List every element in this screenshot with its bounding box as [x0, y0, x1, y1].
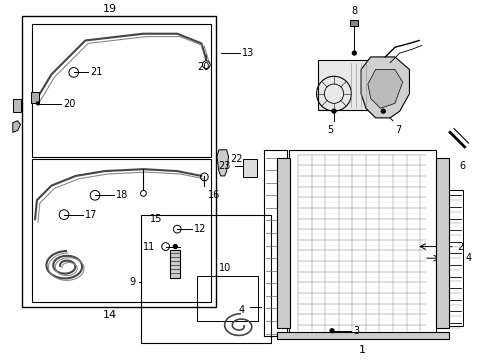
- Text: 4: 4: [238, 305, 244, 315]
- Bar: [170, 251, 180, 278]
- Text: 20: 20: [63, 99, 75, 109]
- Bar: [350, 20, 357, 26]
- Text: 19: 19: [102, 4, 116, 14]
- Text: 16: 16: [208, 190, 220, 200]
- Text: 21: 21: [90, 67, 102, 77]
- Text: 6: 6: [459, 161, 465, 171]
- Bar: [13, 99, 20, 112]
- Circle shape: [329, 329, 333, 333]
- Bar: [276, 158, 290, 328]
- Bar: [32, 24, 211, 157]
- Bar: [317, 60, 370, 110]
- Bar: [288, 150, 435, 336]
- Text: 3: 3: [353, 326, 359, 336]
- Bar: [32, 159, 211, 302]
- Text: 15: 15: [150, 215, 162, 225]
- Circle shape: [173, 245, 177, 248]
- Polygon shape: [13, 121, 20, 132]
- Bar: [31, 92, 39, 103]
- Text: 7: 7: [394, 125, 400, 135]
- Circle shape: [352, 51, 356, 55]
- Text: 17: 17: [85, 210, 98, 220]
- Bar: [243, 159, 256, 177]
- Text: 8: 8: [350, 6, 357, 16]
- Text: 13: 13: [242, 48, 254, 58]
- Polygon shape: [360, 57, 408, 118]
- Text: 5: 5: [326, 125, 332, 135]
- Text: 1: 1: [358, 345, 365, 355]
- Circle shape: [37, 102, 40, 105]
- Bar: [141, 215, 270, 343]
- Text: 23: 23: [218, 161, 230, 171]
- Polygon shape: [367, 69, 402, 108]
- Text: 4: 4: [465, 253, 471, 263]
- Text: 20: 20: [197, 62, 209, 72]
- Bar: [196, 276, 257, 321]
- Polygon shape: [217, 150, 228, 176]
- Circle shape: [381, 109, 385, 113]
- Text: 10: 10: [219, 263, 231, 273]
- Text: 2: 2: [456, 242, 462, 252]
- Bar: [22, 16, 216, 307]
- Bar: [443, 190, 462, 326]
- Bar: [276, 332, 448, 339]
- Text: 22: 22: [230, 154, 243, 165]
- Bar: [435, 158, 448, 328]
- Text: 11: 11: [142, 242, 155, 252]
- Text: 18: 18: [116, 190, 128, 200]
- Text: 12: 12: [193, 224, 205, 234]
- Circle shape: [331, 109, 335, 113]
- Text: 14: 14: [102, 310, 116, 320]
- Text: 9: 9: [129, 277, 135, 287]
